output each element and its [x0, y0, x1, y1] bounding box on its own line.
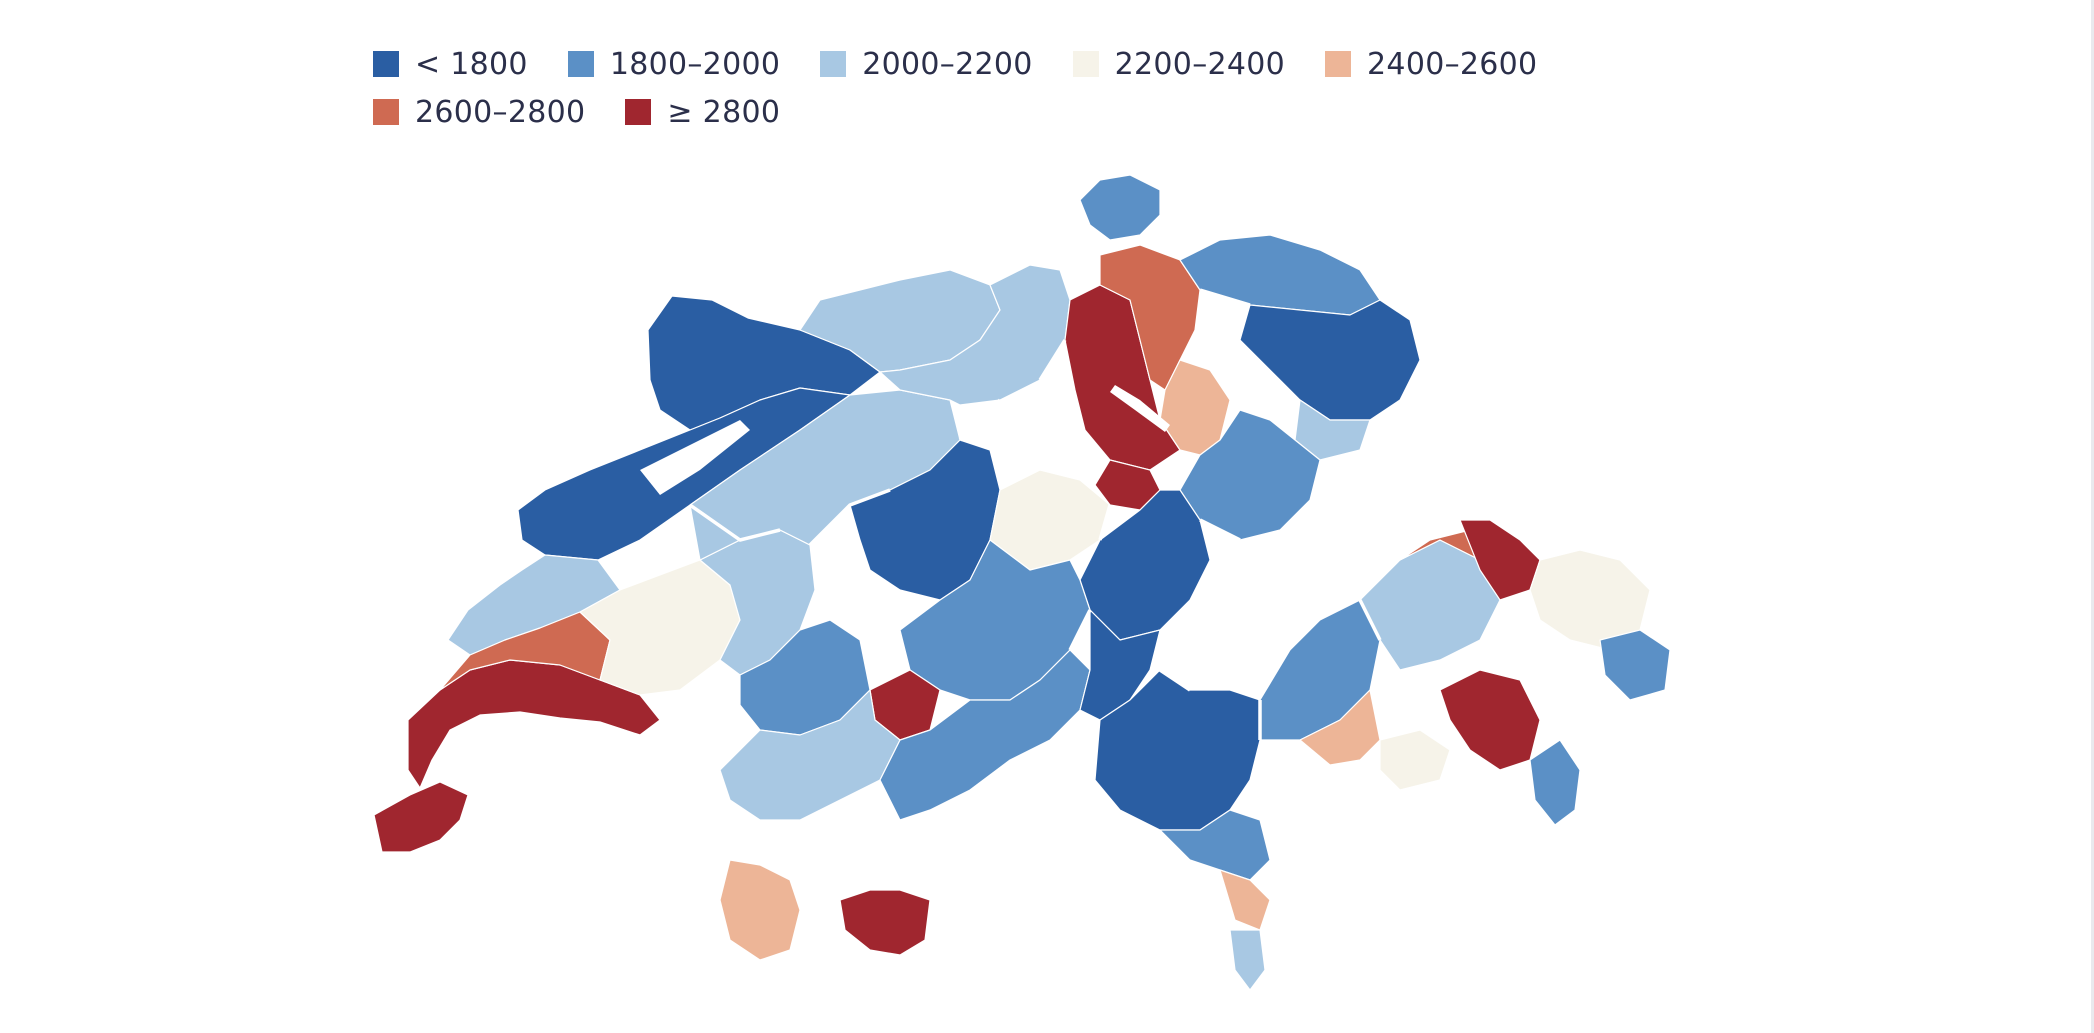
- region-engadin[interactable]: [1439, 669, 1541, 771]
- legend-label: 1800–2000: [609, 46, 781, 82]
- region-saas[interactable]: [719, 859, 801, 961]
- region-poschiavo[interactable]: [1529, 739, 1581, 826]
- legend-item: 2600–2800: [373, 95, 585, 130]
- legend-label: < 1800: [415, 46, 528, 82]
- region-ticino-center[interactable]: [1159, 809, 1271, 881]
- region-schwyz-glarus[interactable]: [1179, 409, 1321, 541]
- legend-swatch: [567, 51, 594, 77]
- legend-row: 2600–2800 ≥ 2800: [373, 88, 1573, 136]
- legend-row: < 1800 1800–2000 2000–2200 2200–2400 2400–26…: [373, 40, 1573, 88]
- region-misox[interactable]: [1379, 729, 1451, 791]
- lake-zurich: [1110, 385, 1170, 432]
- region-chur[interactable]: [1299, 689, 1381, 766]
- scrollbar[interactable]: [2091, 0, 2094, 1033]
- region-muenstertal[interactable]: [1599, 629, 1671, 701]
- legend-item: ≥ 2800: [625, 95, 780, 130]
- legend-label: 2600–2800: [415, 94, 586, 130]
- region-thurgau[interactable]: [1179, 234, 1381, 316]
- region-lugano[interactable]: [1219, 869, 1271, 931]
- legend-label: ≥ 2800: [667, 94, 781, 130]
- legend-swatch: [373, 99, 399, 125]
- legend-item: 2000–2200: [820, 47, 1032, 82]
- lake-neuchatel: [640, 420, 750, 495]
- legend-item: 1800–2000: [567, 46, 781, 82]
- legend-label: 2400–2600: [1367, 46, 1538, 82]
- legend-item: 2200–2400: [1072, 46, 1286, 82]
- legend-swatch: [1072, 51, 1099, 77]
- region-zermatt[interactable]: [839, 889, 931, 956]
- legend-label: 2000–2200: [862, 46, 1033, 82]
- legend-swatch: [625, 99, 652, 125]
- map-legend: < 1800 1800–2000 2000–2200 2200–2400 2400–26…: [373, 40, 1573, 136]
- region-st-gallen[interactable]: [1239, 299, 1421, 421]
- region-schaffhausen[interactable]: [1079, 174, 1161, 241]
- legend-item: < 1800: [373, 47, 528, 82]
- region-wallis-east[interactable]: [1079, 609, 1161, 721]
- canton-border: [688, 288, 1382, 740]
- region-aargau[interactable]: [879, 264, 1071, 406]
- legend-swatch: [373, 51, 399, 77]
- legend-swatch: [1325, 51, 1352, 77]
- region-graubuenden-west[interactable]: [1259, 599, 1381, 741]
- legend-label: 2200–2400: [1114, 46, 1286, 82]
- region-mendrisio[interactable]: [1229, 929, 1266, 991]
- region-geneva[interactable]: [373, 781, 469, 853]
- legend-swatch: [820, 51, 847, 77]
- legend-item: 2400–2600: [1325, 47, 1537, 82]
